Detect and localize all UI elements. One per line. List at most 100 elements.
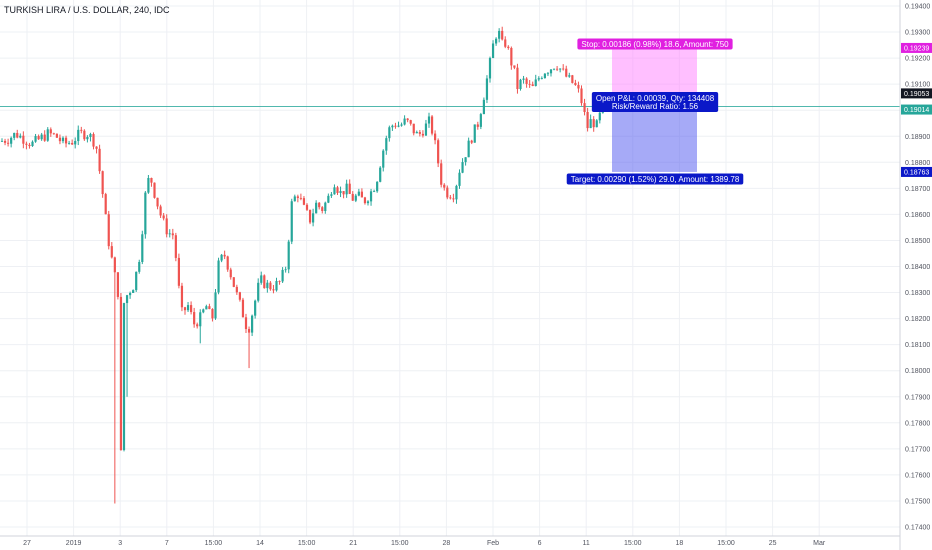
candle-body — [549, 69, 553, 74]
candle-body — [482, 99, 485, 115]
candle-body — [299, 197, 302, 199]
candle-body — [229, 269, 232, 278]
candle-body — [415, 132, 418, 134]
candle-body — [125, 295, 129, 304]
candle-body — [339, 191, 342, 193]
candle-body — [406, 118, 409, 121]
candle-body — [251, 315, 254, 333]
candle-body — [363, 197, 367, 204]
candle-body — [64, 137, 68, 144]
candle-body — [275, 281, 278, 291]
y-tick-label: 0.18500 — [905, 238, 930, 245]
candle-body — [46, 129, 49, 141]
y-tick-label: 0.17700 — [905, 446, 930, 453]
candle-body — [217, 260, 220, 293]
candle-body — [83, 130, 86, 140]
candle-body — [324, 202, 327, 211]
candle-body — [357, 191, 360, 196]
candle-body — [342, 191, 345, 195]
candle-body — [467, 140, 470, 158]
candle-body — [577, 84, 580, 89]
target-price-tag: 0.18763 — [901, 166, 932, 177]
candle-body — [208, 306, 211, 310]
svg-text:0.19239: 0.19239 — [904, 45, 929, 52]
candle-body — [113, 257, 116, 273]
candle-body — [119, 296, 123, 451]
x-tick-label: 6 — [538, 540, 542, 547]
candle-body — [153, 182, 156, 198]
grid-lines — [0, 0, 900, 536]
x-tick-label: Mar — [813, 540, 826, 547]
svg-text:0.19053: 0.19053 — [904, 91, 929, 98]
x-tick-label: 21 — [349, 540, 357, 547]
candle-body — [495, 38, 498, 44]
y-tick-label: 0.17800 — [905, 420, 930, 427]
candle-body — [397, 125, 400, 127]
candle-body — [528, 83, 531, 85]
candle-body — [37, 136, 40, 140]
candle-body — [223, 254, 226, 257]
candle-body — [501, 30, 504, 40]
candle-body — [327, 195, 330, 203]
candle-body — [504, 39, 507, 47]
y-tick-label: 0.17600 — [905, 472, 930, 479]
x-tick-label: Feb — [487, 540, 499, 547]
candle-body — [74, 141, 77, 145]
candle-body — [7, 142, 10, 144]
y-tick-label: 0.18200 — [905, 316, 930, 323]
candle-body — [122, 303, 126, 451]
candle-body — [290, 201, 293, 242]
candle-body — [196, 324, 199, 327]
candle-body — [382, 150, 385, 168]
candle-body — [440, 163, 443, 185]
x-tick-label: 18 — [676, 540, 684, 547]
candle-body — [321, 207, 324, 211]
candle-body — [168, 233, 171, 235]
candle-body — [443, 184, 446, 188]
candle-body — [16, 132, 19, 138]
candle-body — [202, 309, 205, 313]
y-tick-label: 0.19300 — [905, 30, 930, 37]
price-axis[interactable]: 0.194000.193000.192000.191000.190000.189… — [905, 4, 930, 532]
x-tick-label: 27 — [23, 540, 31, 547]
candle-body — [43, 134, 46, 141]
candle-body — [110, 246, 113, 258]
candle-body — [559, 68, 562, 70]
candle-body — [183, 307, 187, 311]
candle-body — [257, 282, 260, 301]
candle-body — [104, 194, 107, 215]
candle-body — [424, 123, 428, 136]
candle-body — [77, 129, 80, 142]
candle-body — [0, 140, 4, 142]
target-zone[interactable] — [612, 106, 697, 172]
x-tick-label: 15:00 — [205, 540, 223, 547]
chart-title: TURKISH LIRA / U.S. DOLLAR, 240, IDC — [4, 5, 170, 15]
candle-body — [369, 191, 373, 202]
x-tick-label: 28 — [443, 540, 451, 547]
candle-body — [360, 191, 363, 198]
candle-body — [293, 196, 296, 202]
candle-body — [174, 235, 177, 258]
y-tick-label: 0.18300 — [905, 290, 930, 297]
candle-body — [449, 197, 452, 199]
time-axis[interactable]: 27 2019 3 7 15:00 14 15:00 21 15:00 28 Feb 6 11 15:00… — [23, 540, 826, 547]
candle-body — [531, 84, 534, 86]
candle-body — [513, 65, 516, 68]
y-tick-label: 0.17400 — [905, 525, 930, 532]
candle-body — [351, 193, 354, 201]
candle-body — [519, 79, 522, 90]
candle-body — [379, 167, 382, 182]
x-tick-label: 25 — [769, 540, 777, 547]
candle-body — [574, 82, 577, 85]
candle-body — [308, 209, 312, 223]
candle-body — [211, 309, 214, 319]
y-tick-label: 0.17900 — [905, 394, 930, 401]
candle-body — [263, 275, 266, 289]
candle-body — [141, 234, 144, 262]
y-tick-label: 0.19200 — [905, 56, 930, 63]
candle-body — [190, 305, 193, 313]
candle-body — [333, 187, 336, 195]
position-labels[interactable]: Stop: 0.00186 (0.98%) 18.6, Amount: 750 … — [566, 38, 744, 185]
candle-body — [135, 271, 138, 291]
